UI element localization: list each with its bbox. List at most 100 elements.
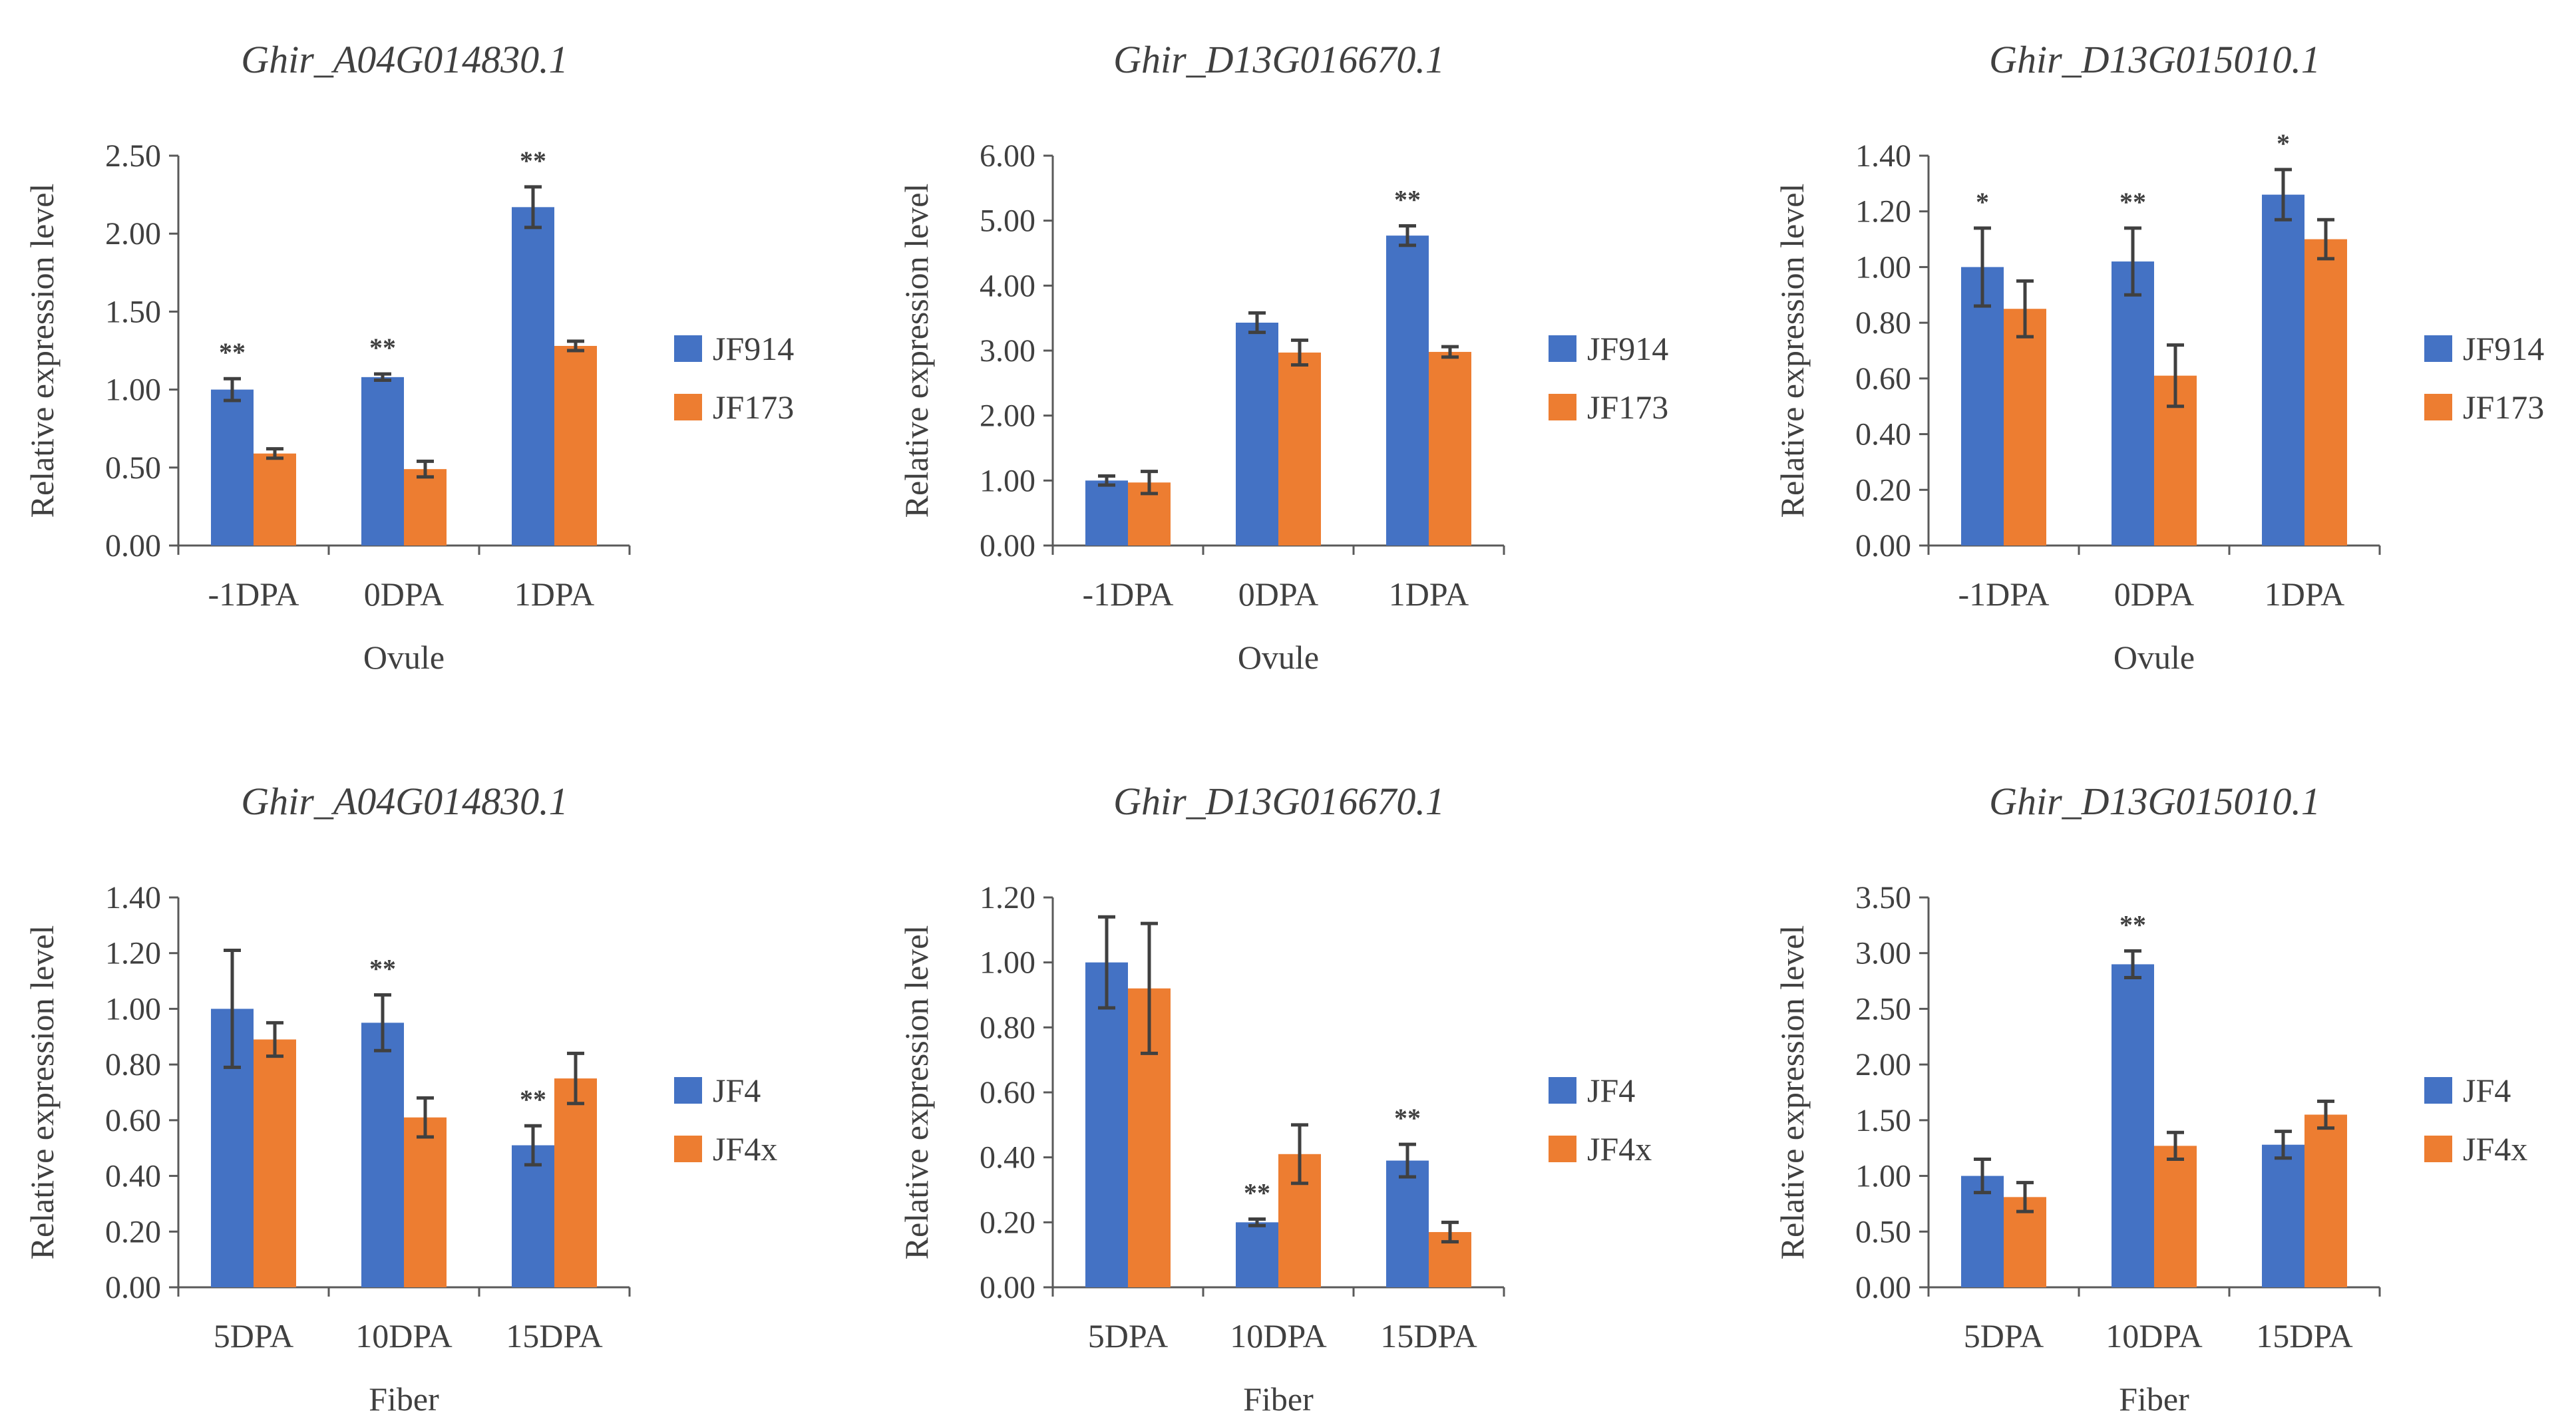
chart-title: Ghir_D13G015010.1 — [1989, 780, 2320, 823]
y-tick-label: 3.00 — [1855, 936, 1911, 971]
significance-mark: ** — [2119, 187, 2146, 217]
y-axis-label: Relative expression level — [23, 184, 61, 518]
y-tick-label: 1.40 — [1855, 138, 1911, 174]
bar-JF914--1DPA — [1085, 480, 1128, 546]
x-tick-label: -1DPA — [1958, 575, 2049, 613]
bar-JF914--1DPA — [1961, 267, 2004, 546]
x-tick-label: 10DPA — [355, 1317, 452, 1354]
bar-JF914-0DPA — [2112, 261, 2154, 546]
legend-label-JF914: JF914 — [1587, 330, 1668, 367]
legend-label-JF173: JF173 — [1587, 389, 1668, 426]
bar-JF173-1DPA — [1429, 351, 1471, 546]
y-tick-label: 2.00 — [105, 216, 161, 251]
significance-mark: ** — [369, 954, 396, 984]
x-axis-label: Ovule — [1238, 639, 1319, 676]
chart-panel-6: Ghir_D13G015010.1 Relative expression lev… — [1773, 780, 2527, 1418]
chart-title: Ghir_A04G014830.1 — [241, 780, 568, 823]
y-tick-label: 2.00 — [980, 398, 1035, 434]
y-tick-label: 4.00 — [980, 268, 1035, 303]
bar-JF4-10DPA — [361, 1023, 404, 1287]
y-tick-label: 0.00 — [1855, 528, 1911, 563]
y-tick-label: 1.00 — [1855, 249, 1911, 285]
bar-JF4x-10DPA — [404, 1117, 447, 1287]
significance-mark: ** — [2119, 909, 2146, 939]
y-tick-label: 0.80 — [1855, 305, 1911, 341]
legend-swatch-JF914 — [2424, 335, 2452, 362]
chart-panel-2: Ghir_D13G016670.1 Relative expression lev… — [898, 38, 1668, 676]
bar-JF914--1DPA — [211, 389, 254, 546]
y-tick-label: 3.50 — [1855, 880, 1911, 915]
significance-mark: ** — [520, 1084, 546, 1114]
x-tick-label: 0DPA — [2114, 575, 2194, 613]
bar-JF173-0DPA — [404, 469, 447, 546]
x-axis-label: Fiber — [369, 1380, 439, 1418]
chart-panel-1: Ghir_A04G014830.1 Relative expression lev… — [23, 38, 794, 676]
y-axis-label: Relative expression level — [898, 925, 935, 1260]
y-tick-label: 1.20 — [105, 936, 161, 971]
y-tick-label: 2.50 — [105, 138, 161, 174]
legend-swatch-JF4 — [674, 1077, 702, 1104]
y-tick-label: 0.00 — [1855, 1270, 1911, 1305]
y-tick-label: 0.00 — [105, 1270, 161, 1305]
legend-swatch-JF4x — [674, 1136, 702, 1162]
legend-label-JF4x: JF4x — [1587, 1130, 1652, 1168]
y-tick-label: 0.20 — [105, 1214, 161, 1249]
y-tick-label: 0.60 — [105, 1103, 161, 1138]
legend-swatch-JF173 — [1549, 394, 1576, 420]
bar-JF914-0DPA — [361, 377, 404, 546]
y-axis-label: Relative expression level — [23, 925, 61, 1260]
significance-mark: ** — [1244, 1178, 1270, 1207]
bar-JF173--1DPA — [2004, 309, 2046, 546]
bar-JF4x-10DPA — [2154, 1146, 2197, 1287]
x-tick-label: 5DPA — [214, 1317, 293, 1354]
x-axis-label: Ovule — [363, 639, 445, 676]
y-tick-label: 0.80 — [105, 1047, 161, 1082]
x-tick-label: 1DPA — [2265, 575, 2344, 613]
significance-mark: ** — [219, 337, 246, 367]
legend-label-JF4: JF4 — [2463, 1072, 2511, 1109]
x-tick-label: 15DPA — [506, 1317, 602, 1354]
y-tick-label: 0.00 — [980, 528, 1035, 563]
chart-panel-4: Ghir_A04G014830.1 Relative expression lev… — [23, 780, 777, 1418]
y-tick-label: 0.40 — [105, 1159, 161, 1194]
x-axis-label: Fiber — [2119, 1380, 2189, 1418]
y-tick-label: 2.00 — [1855, 1047, 1911, 1082]
y-tick-label: 0.20 — [980, 1205, 1035, 1240]
x-tick-label: 5DPA — [1088, 1317, 1168, 1354]
legend-swatch-JF4 — [1549, 1077, 1576, 1104]
y-tick-label: 0.40 — [1855, 417, 1911, 452]
chart-title: Ghir_D13G016670.1 — [1113, 38, 1445, 81]
significance-mark: * — [1976, 187, 1989, 217]
bar-JF4-10DPA — [2112, 964, 2154, 1287]
x-tick-label: 5DPA — [1964, 1317, 2044, 1354]
y-axis-label: Relative expression level — [1773, 184, 1811, 518]
legend-swatch-JF4 — [2424, 1077, 2452, 1104]
x-tick-label: 15DPA — [2256, 1317, 2352, 1354]
y-tick-label: 1.50 — [1855, 1103, 1911, 1138]
x-tick-label: 0DPA — [1238, 575, 1318, 613]
bar-JF914-1DPA — [2262, 194, 2304, 546]
significance-mark: ** — [1394, 184, 1421, 214]
chart-panel-5: Ghir_D13G016670.1 Relative expression lev… — [898, 780, 1652, 1418]
significance-mark: ** — [520, 146, 546, 176]
x-tick-label: -1DPA — [208, 575, 299, 613]
bar-JF4-5DPA — [1961, 1176, 2004, 1287]
legend-label-JF914: JF914 — [2463, 330, 2544, 367]
x-axis-label: Ovule — [2114, 639, 2195, 676]
y-tick-label: 0.00 — [980, 1270, 1035, 1305]
significance-mark: ** — [369, 333, 396, 363]
y-tick-label: 1.00 — [105, 373, 161, 408]
y-tick-label: 1.00 — [1855, 1159, 1911, 1194]
legend-label-JF4x: JF4x — [2463, 1130, 2527, 1168]
y-tick-label: 0.20 — [1855, 472, 1911, 508]
bar-JF4-10DPA — [1236, 1222, 1278, 1287]
bar-JF4-15DPA — [1386, 1160, 1429, 1287]
legend-label-JF173: JF173 — [2463, 389, 2544, 426]
bar-JF4x-15DPA — [554, 1078, 597, 1287]
y-tick-label: 0.80 — [980, 1010, 1035, 1045]
x-tick-label: -1DPA — [1082, 575, 1173, 613]
bar-JF173-1DPA — [2304, 239, 2347, 546]
x-tick-label: 0DPA — [364, 575, 444, 613]
y-tick-label: 0.50 — [105, 450, 161, 486]
